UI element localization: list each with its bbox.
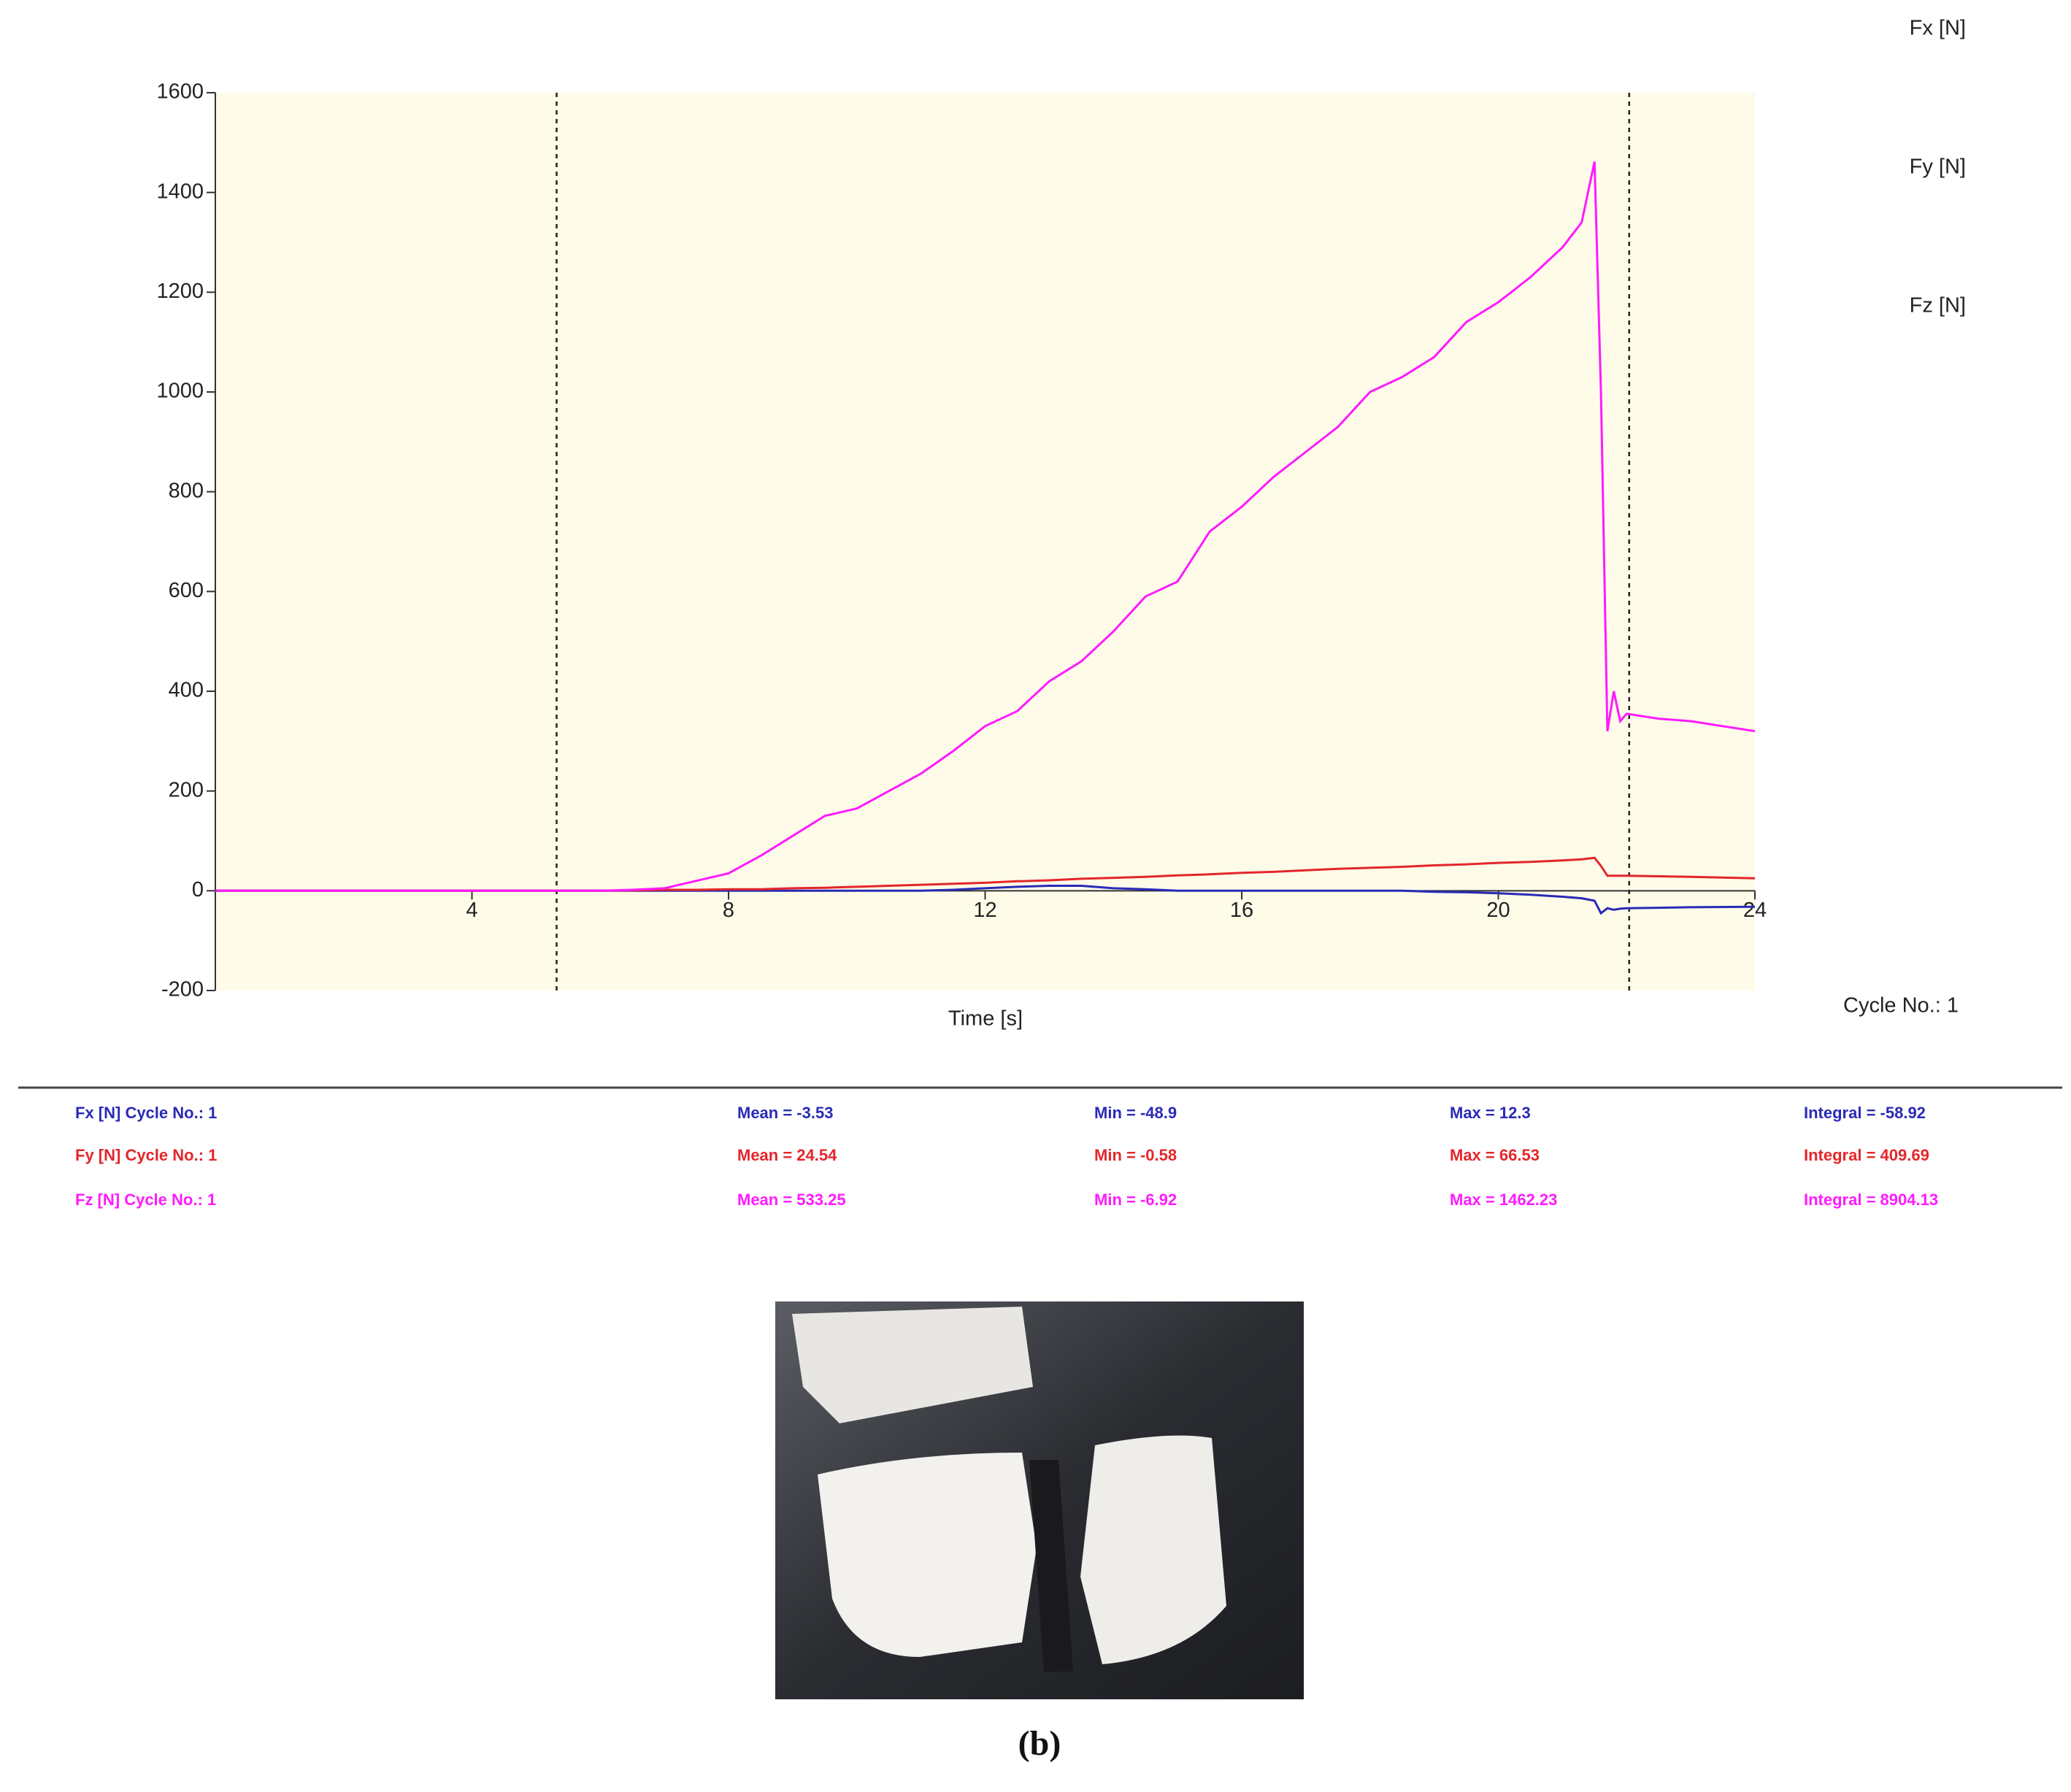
- plot-area: [215, 93, 1755, 991]
- stat-text: Min = -48.9: [1094, 1104, 1177, 1122]
- stat-text: Mean = -3.53: [737, 1104, 833, 1122]
- x-axis-label: Time [s]: [948, 1007, 1023, 1031]
- legend-entry: Fz [N]: [1910, 294, 1966, 318]
- y-tick-label: 1400: [156, 180, 204, 203]
- stat-text: Mean = 533.25: [737, 1191, 846, 1209]
- series-line: [215, 161, 1756, 892]
- stat-text: Min = -6.92: [1094, 1191, 1177, 1209]
- x-tick-label: 4: [466, 899, 477, 922]
- y-tick-label: 600: [169, 579, 204, 602]
- stat-text: Fz [N] Cycle No.: 1: [75, 1191, 216, 1209]
- stat-text: Fx [N] Cycle No.: 1: [75, 1104, 217, 1122]
- legend-entry: Fx [N]: [1910, 17, 1966, 40]
- y-tick-label: 1000: [156, 380, 204, 403]
- y-tick-label: -200: [161, 978, 204, 1001]
- stat-text: Max = 66.53: [1450, 1146, 1540, 1164]
- x-tick-label: 16: [1230, 899, 1253, 922]
- stat-text: Integral = 8904.13: [1804, 1191, 1938, 1209]
- y-tick-label: 0: [192, 878, 204, 901]
- y-tick-label: 800: [169, 479, 204, 502]
- stat-text: Mean = 24.54: [737, 1146, 837, 1164]
- stat-text: Max = 12.3: [1450, 1104, 1531, 1122]
- x-tick-label: 8: [723, 899, 734, 922]
- stat-text: Min = -0.58: [1094, 1146, 1177, 1164]
- series-line: [215, 856, 1756, 892]
- x-tick-label: 20: [1486, 899, 1510, 922]
- y-tick-label: 1600: [156, 80, 204, 104]
- y-tick-label: 200: [169, 778, 204, 801]
- stat-text: Fy [N] Cycle No.: 1: [75, 1146, 217, 1164]
- legend-entry: Fy [N]: [1910, 155, 1966, 179]
- cycle-annotation: Cycle No.: 1: [1843, 994, 1959, 1018]
- stat-text: Integral = -58.92: [1804, 1104, 1926, 1122]
- y-tick-label: 400: [169, 679, 204, 702]
- stat-text: Integral = 409.69: [1804, 1146, 1929, 1164]
- x-tick-label: 12: [973, 899, 996, 922]
- photo: [775, 1301, 1304, 1699]
- y-tick-label: 1200: [156, 280, 204, 303]
- x-tick-label: 24: [1743, 899, 1767, 922]
- stat-text: Max = 1462.23: [1450, 1191, 1557, 1209]
- caption: (b): [1018, 1724, 1061, 1763]
